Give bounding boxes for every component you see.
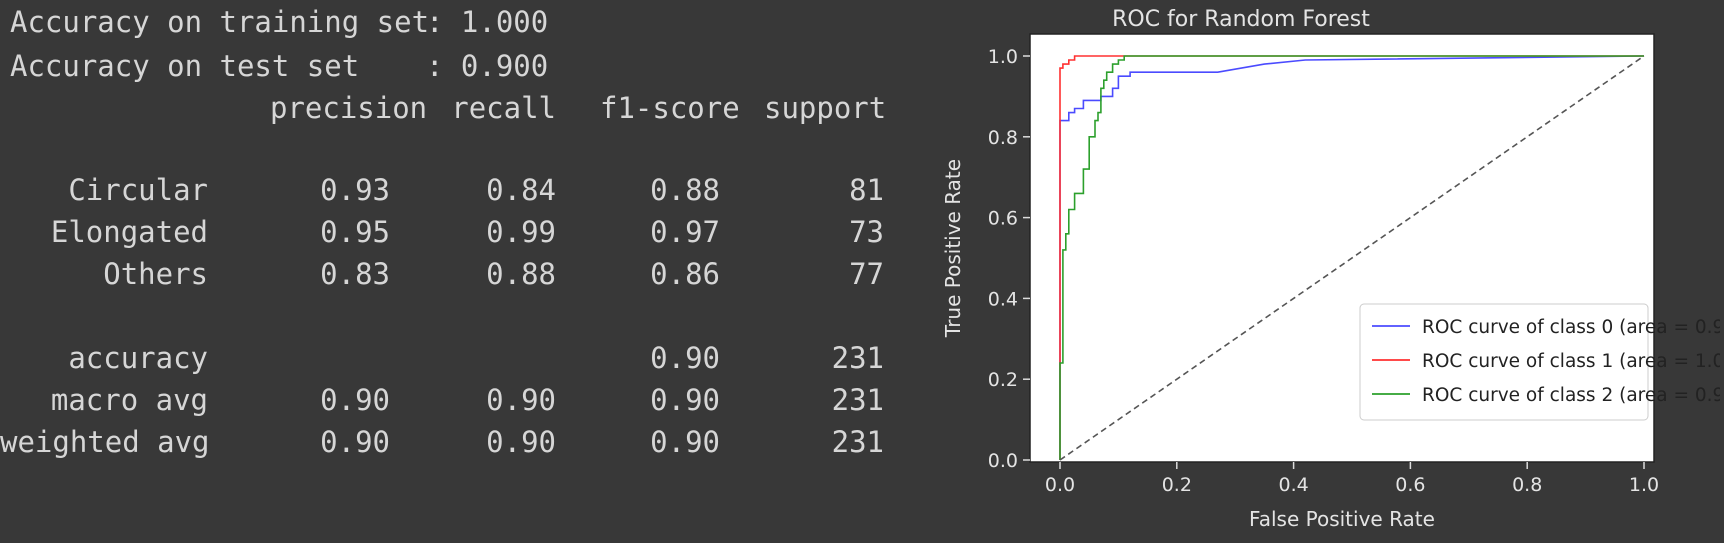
row-f1: 0.90 [650,425,720,459]
test-accuracy-value: : 0.900 [426,49,549,83]
row-label: macro avg [50,383,208,417]
ticks-layer: 0.0 0.2 0.4 0.6 0.8 1.0 0.0 0.2 0.4 0.6 0.8 1.0 [988,46,1659,496]
roc-chart: ROC for Random Forest 0.0 0.2 0.4 0.6 0.8 1.0… [941,7,1720,531]
legend: ROC curve of class 0 (area = 0.97) ROC cu… [1359,303,1720,421]
row-recall: 0.90 [486,383,556,417]
header-recall: recall [451,91,556,125]
x-tick-label: 1.0 [1629,474,1659,496]
x-tick-label: 0.6 [1395,474,1425,496]
row-f1: 0.88 [650,173,720,207]
header-f1-score: f1-score [600,91,740,125]
roc-series-line-1 [1059,55,1644,460]
row-label: Circular [68,173,208,207]
y-tick-label: 0.2 [988,369,1018,391]
row-support: 231 [831,383,884,417]
row-precision: 0.93 [320,173,390,207]
x-axis-label: False Positive Rate [1249,507,1435,531]
x-tick-label: 0.8 [1512,474,1542,496]
row-support: 231 [831,341,884,375]
row-recall: 0.99 [486,215,556,249]
row-label: Others [103,257,208,291]
row-precision: 0.95 [320,215,390,249]
x-tick-label: 0.4 [1278,474,1308,496]
x-tick-label: 0.2 [1162,474,1192,496]
y-tick-label: 0.4 [988,288,1018,310]
row-f1: 0.97 [650,215,720,249]
series-layer [1059,55,1645,461]
header-precision: precision [270,91,428,125]
legend-label: ROC curve of class 1 (area = 1.00) [1422,351,1720,372]
y-tick-label: 1.0 [988,46,1018,68]
train-accuracy-value: : 1.000 [426,5,549,39]
row-label: weighted avg [0,425,210,459]
plot-frame [1029,33,1655,463]
row-support: 77 [849,257,884,291]
y-tick-label: 0.8 [988,127,1018,149]
row-f1: 0.90 [650,383,720,417]
x-tick-label: 0.0 [1045,474,1075,496]
row-precision: 0.83 [320,257,390,291]
legend-label: ROC curve of class 2 (area = 0.97) [1422,385,1720,406]
header-support: support [764,91,887,125]
train-accuracy-label: Accuracy on training set [10,5,430,39]
row-f1: 0.90 [650,341,720,375]
test-accuracy-label: Accuracy on test set [10,49,360,83]
row-support: 231 [831,425,884,459]
chart-title: ROC for Random Forest [1112,7,1370,32]
row-support: 73 [849,215,884,249]
row-precision: 0.90 [320,383,390,417]
legend-label: ROC curve of class 0 (area = 0.97) [1422,317,1720,338]
y-tick-label: 0.6 [988,208,1018,230]
chance-diagonal-line [1059,55,1645,461]
row-label: accuracy [68,341,208,375]
row-recall: 0.84 [486,173,556,207]
row-recall: 0.88 [486,257,556,291]
row-f1: 0.86 [650,257,720,291]
roc-series-line-2 [1059,55,1644,460]
row-label: Elongated [50,215,208,249]
row-recall: 0.90 [486,425,556,459]
row-precision: 0.90 [320,425,390,459]
y-tick-label: 0.0 [988,450,1018,472]
legend-box [1359,303,1649,421]
y-axis-label: True Positive Rate [941,159,965,338]
row-support: 81 [849,173,884,207]
